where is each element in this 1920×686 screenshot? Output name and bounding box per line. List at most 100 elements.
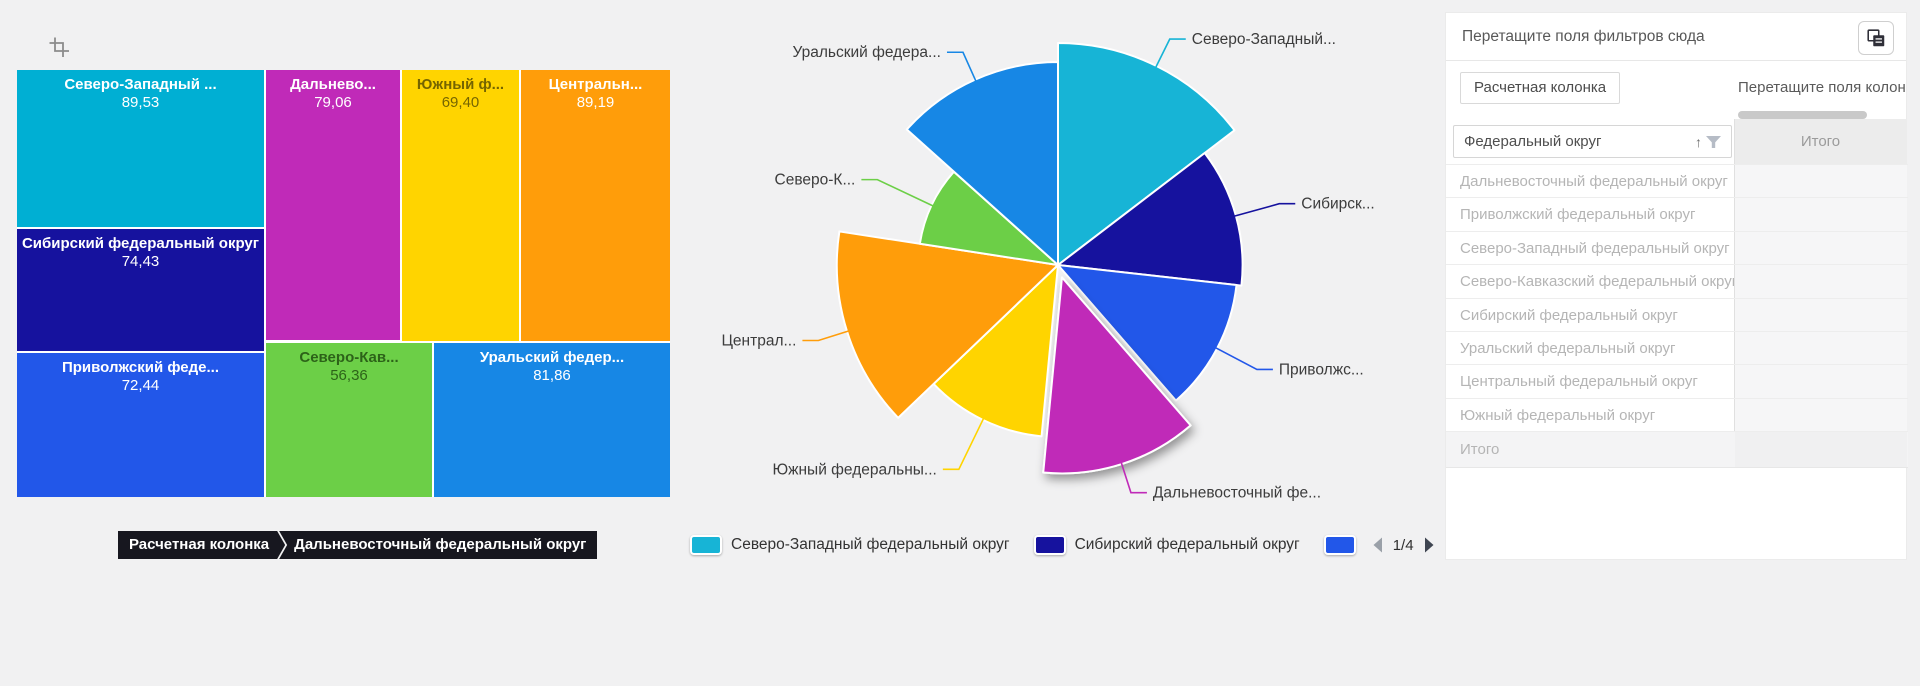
row-header-label: Федеральный округ xyxy=(1464,133,1602,150)
treemap-cell-value: 69,40 xyxy=(441,94,480,111)
treemap-cell-value: 72,44 xyxy=(121,377,160,394)
pivot-row-label: Северо-Западный федеральный округ xyxy=(1460,239,1730,257)
crop-button[interactable] xyxy=(44,32,74,62)
treemap-chart: Северо-Западный ... 89,53 Сибирский федера… xyxy=(17,70,670,497)
chevron-right-icon[interactable] xyxy=(1423,536,1436,554)
pivot-row-label: Уральский федеральный округ xyxy=(1460,339,1676,357)
columns-drop-zone[interactable]: Перетащите поля колонок сюда xyxy=(1738,79,1906,96)
breadcrumb-source: Расчетная колонка xyxy=(118,531,285,559)
crop-icon xyxy=(49,37,69,57)
treemap-cell-label: Уральский федер... xyxy=(479,349,625,366)
pie-slice-label: Южный федеральны... xyxy=(772,461,936,478)
pie-label-line xyxy=(1233,202,1296,218)
fields-settings-button[interactable] xyxy=(1858,21,1894,55)
row-field-chip[interactable]: Расчетная колонка xyxy=(1460,72,1621,104)
treemap-cell[interactable]: Южный ф... 69,40 xyxy=(402,70,519,341)
horizontal-scrollbar[interactable] xyxy=(1738,111,1867,119)
pivot-row[interactable]: Приволжский федеральный округ xyxy=(1446,197,1908,231)
treemap-cell-label: Центральн... xyxy=(548,76,643,93)
pie-label-line xyxy=(942,417,985,471)
pivot-row-label: Центральный федеральный округ xyxy=(1460,373,1698,390)
legend-swatch xyxy=(690,535,722,555)
pivot-total-row-label: Итого xyxy=(1460,441,1500,458)
legend-pager: 1/4 xyxy=(1366,536,1441,554)
pie-label-line xyxy=(1154,38,1186,69)
pivot-row-total-cell xyxy=(1735,399,1907,431)
pie-label-line xyxy=(861,178,934,207)
treemap-cell[interactable]: Северо-Западный ... 89,53 xyxy=(17,70,264,227)
treemap-cell-label: Сибирский федеральный округ xyxy=(21,235,260,252)
breadcrumb-tooltip: Расчетная колонка Дальневосточный федера… xyxy=(118,531,598,559)
treemap-cell-value: 89,53 xyxy=(121,94,160,111)
pivot-row-total-cell xyxy=(1735,198,1907,231)
pie-slice-label: Сибирск... xyxy=(1301,196,1374,213)
filters-drop-zone[interactable]: Перетащите поля фильтров сюда xyxy=(1446,13,1906,61)
pivot-row[interactable]: Дальневосточный федеральный округ xyxy=(1446,164,1908,197)
pivot-row-label: Дальневосточный федеральный округ xyxy=(1460,172,1728,190)
treemap-cell-value: 81,86 xyxy=(533,367,571,384)
pivot-row[interactable]: Центральный федеральный округ xyxy=(1446,364,1908,398)
legend-label: Северо-Западный федеральный округ xyxy=(731,536,1010,553)
breadcrumb-value: Дальневосточный федеральный округ xyxy=(279,531,598,559)
pivot-row-total-cell xyxy=(1735,265,1907,298)
treemap-cell[interactable]: Северо-Кав... 56,36 xyxy=(266,343,432,497)
treemap-cell-label: Северо-Западный ... xyxy=(64,76,217,93)
pivot-row[interactable]: Уральский федеральный округ xyxy=(1446,331,1908,364)
pie-slice-label: Дальневосточный фе... xyxy=(1153,485,1321,502)
treemap-cell[interactable]: Центральн... 89,19 xyxy=(521,70,670,341)
treemap-cell-value: 74,43 xyxy=(121,253,160,270)
pie-legend: Северо-Западный федеральный округ Сибирск… xyxy=(690,533,1441,557)
legend-page-indicator: 1/4 xyxy=(1392,536,1414,554)
treemap-cell-label: Дальнево... xyxy=(290,76,376,93)
treemap-cell-value: 79,06 xyxy=(314,94,352,111)
legend-item[interactable] xyxy=(1323,535,1356,555)
fields-panel: Перетащите поля фильтров сюда Расчетная … xyxy=(1445,12,1908,560)
pivot-row-total-cell xyxy=(1735,299,1907,331)
treemap-cell-value: 56,36 xyxy=(330,367,368,384)
pie-slice-label: Уральский федера... xyxy=(792,44,941,61)
pivot-row-label: Приволжский федеральный округ xyxy=(1460,206,1696,223)
treemap-cell-label: Приволжский феде... xyxy=(61,359,220,376)
pivot-row[interactable]: Южный федеральный округ xyxy=(1446,398,1908,431)
legend-label: Сибирский федеральный округ xyxy=(1074,536,1300,553)
pie-label-line xyxy=(1214,346,1273,371)
treemap-cell[interactable]: Дальнево... 79,06 xyxy=(266,70,400,340)
legend-item[interactable]: Сибирский федеральный округ xyxy=(1033,535,1300,555)
filters-hint: Перетащите поля фильтров сюда xyxy=(1462,27,1705,45)
sort-ascending-icon[interactable]: ↑ xyxy=(1695,133,1702,150)
legend-swatch xyxy=(1033,535,1066,555)
pivot-row[interactable]: Северо-Кавказский федеральный округ xyxy=(1446,264,1908,298)
pie-chart: Северо-Западный... Сибирск... Приволжс... Д… xyxy=(680,18,1440,533)
pie-slice-label: Северо-Западный... xyxy=(1192,31,1336,48)
funnel-icon[interactable] xyxy=(1705,135,1722,149)
total-column-header: Итого xyxy=(1734,119,1907,164)
legend-swatch xyxy=(1323,535,1356,555)
legend-item[interactable]: Северо-Западный федеральный округ xyxy=(690,535,1010,555)
pivot-row-total-cell xyxy=(1735,332,1907,364)
pivot-total-row-cell xyxy=(1735,432,1907,467)
pivot-row[interactable]: Северо-Западный федеральный округ xyxy=(1446,231,1908,264)
pie-label-line xyxy=(1120,461,1147,494)
pivot-row-label: Сибирский федеральный округ xyxy=(1460,306,1678,324)
treemap-cell-value: 89,19 xyxy=(576,94,615,111)
treemap-cell[interactable]: Сибирский федеральный округ 74,43 xyxy=(17,229,264,351)
pie-label-line xyxy=(946,51,977,82)
pivot-row-total-cell xyxy=(1735,165,1907,197)
pivot-total-row[interactable]: Итого xyxy=(1446,431,1908,468)
pie-slice-label: Приволжс... xyxy=(1279,361,1364,378)
pie-slice-label: Северо-К... xyxy=(775,172,856,189)
pivot-row-label: Южный федеральный округ xyxy=(1460,406,1656,424)
chevron-left-icon[interactable] xyxy=(1371,536,1384,554)
row-header-field[interactable]: Федеральный округ ↑ xyxy=(1453,125,1732,158)
treemap-cell[interactable]: Приволжский феде... 72,44 xyxy=(17,353,264,497)
pie-label-line xyxy=(802,330,850,342)
treemap-cell-label: Южный ф... xyxy=(416,76,505,93)
pivot-row-total-cell xyxy=(1735,365,1907,398)
pivot-row-total-cell xyxy=(1735,232,1907,264)
pivot-row[interactable]: Сибирский федеральный округ xyxy=(1446,298,1908,331)
fields-icon xyxy=(1867,29,1885,47)
treemap-cell-label: Северо-Кав... xyxy=(299,349,399,366)
pie-slice-label: Централ... xyxy=(721,332,796,349)
treemap-cell[interactable]: Уральский федер... 81,86 xyxy=(434,343,670,497)
